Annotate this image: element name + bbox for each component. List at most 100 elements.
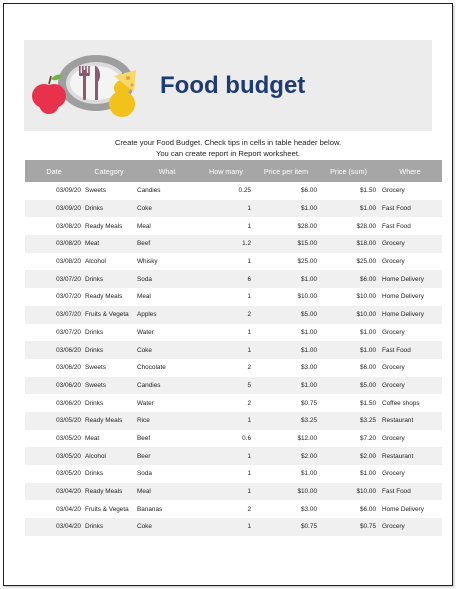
cell-where[interactable]: Grocery — [382, 434, 405, 442]
cell-category[interactable]: Alcohol — [83, 447, 135, 465]
cell-date[interactable]: 03/06/20 — [56, 364, 81, 372]
cell-price-per-item[interactable]: $2.00 — [253, 447, 319, 465]
cell-date[interactable]: 03/06/20 — [25, 376, 83, 395]
cell-where[interactable]: Grocery — [378, 518, 442, 536]
cell-price-sum[interactable]: $1.50 — [360, 187, 376, 195]
cell-price-per-item[interactable]: $3.00 — [301, 505, 317, 513]
cell-category[interactable]: Sweets — [85, 187, 106, 195]
cell-how-many[interactable]: 1 — [199, 411, 253, 430]
cell-price-sum[interactable]: $6.00 — [319, 270, 378, 289]
cell-price-per-item[interactable]: $1.00 — [253, 199, 319, 218]
cell-price-sum[interactable]: $1.50 — [360, 399, 376, 407]
cell-price-per-item[interactable]: $28.00 — [297, 222, 317, 230]
column-header-what[interactable]: What — [135, 160, 199, 182]
cell-what[interactable]: Meal — [137, 293, 151, 301]
cell-date[interactable]: 03/05/20 — [25, 447, 83, 465]
cell-how-many[interactable]: 1 — [247, 328, 251, 336]
cell-price-per-item[interactable]: $10.00 — [253, 482, 319, 501]
cell-what[interactable]: Chocolate — [137, 364, 166, 372]
column-header-price-sum[interactable]: Price (sum) — [319, 160, 378, 182]
cell-how-many[interactable]: 2 — [247, 399, 251, 407]
cell-category[interactable]: Drinks — [85, 470, 104, 478]
cell-price-sum[interactable]: $5.00 — [319, 376, 378, 395]
cell-category[interactable]: Ready Meals — [83, 411, 135, 430]
cell-where[interactable]: Fast Food — [378, 341, 442, 359]
cell-date[interactable]: 03/07/20 — [25, 270, 83, 289]
cell-date[interactable]: 03/05/20 — [25, 411, 83, 430]
cell-category[interactable]: Drinks — [85, 328, 104, 336]
cell-price-per-item[interactable]: $1.00 — [253, 270, 319, 289]
cell-how-many[interactable]: 0.6 — [242, 434, 251, 442]
cell-category[interactable]: Drinks — [83, 518, 135, 536]
cell-date[interactable]: 03/05/20 — [56, 470, 81, 478]
cell-price-sum[interactable]: $6.00 — [360, 505, 376, 513]
column-header-where[interactable]: Where — [378, 160, 442, 182]
cell-how-many[interactable]: 1 — [247, 293, 251, 301]
cell-date[interactable]: 03/07/20 — [56, 293, 81, 301]
cell-what[interactable]: Soda — [137, 470, 152, 478]
cell-how-many[interactable]: 2 — [247, 364, 251, 372]
cell-where[interactable]: Grocery — [382, 187, 405, 195]
cell-price-sum[interactable]: $18.00 — [319, 235, 378, 253]
cell-price-per-item[interactable]: $12.00 — [297, 434, 317, 442]
cell-where[interactable]: Grocery — [382, 258, 405, 266]
cell-what[interactable]: Meal — [135, 482, 199, 501]
cell-where[interactable]: Fast Food — [382, 222, 411, 230]
cell-where[interactable]: Home Delivery — [378, 270, 442, 289]
cell-category[interactable]: Sweets — [85, 364, 106, 372]
cell-price-sum[interactable]: $10.00 — [319, 482, 378, 501]
cell-category[interactable]: Drinks — [83, 199, 135, 218]
cell-price-sum[interactable]: $2.00 — [319, 447, 378, 465]
cell-date[interactable]: 03/08/20 — [56, 222, 81, 230]
cell-what[interactable]: Beef — [137, 434, 151, 442]
cell-category[interactable]: Alcohol — [85, 258, 106, 266]
column-header-date[interactable]: Date — [25, 160, 83, 182]
cell-what[interactable]: Coke — [135, 341, 199, 359]
cell-category[interactable]: Fruits & Vegeta — [85, 505, 129, 513]
cell-what[interactable]: Beer — [135, 447, 199, 465]
cell-category[interactable]: Ready Meals — [85, 293, 123, 301]
cell-what[interactable]: Coke — [135, 518, 199, 536]
cell-where[interactable]: Fast Food — [378, 199, 442, 218]
cell-date[interactable]: 03/04/20 — [25, 518, 83, 536]
cell-where[interactable]: Grocery — [378, 235, 442, 253]
cell-price-sum[interactable]: $3.25 — [319, 411, 378, 430]
cell-how-many[interactable]: 1 — [247, 222, 251, 230]
cell-date[interactable]: 03/08/20 — [25, 235, 83, 253]
cell-category[interactable]: Ready Meals — [85, 222, 123, 230]
cell-what[interactable]: Soda — [135, 270, 199, 289]
cell-date[interactable]: 03/06/20 — [56, 399, 81, 407]
cell-how-many[interactable]: 1 — [247, 470, 251, 478]
cell-what[interactable]: Beef — [135, 235, 199, 253]
cell-date[interactable]: 03/04/20 — [25, 482, 83, 501]
cell-price-sum[interactable]: $25.00 — [356, 258, 376, 266]
cell-how-many[interactable]: 1 — [199, 447, 253, 465]
cell-how-many[interactable]: 6 — [199, 270, 253, 289]
cell-where[interactable]: Restaurant — [378, 411, 442, 430]
cell-price-sum[interactable]: $1.00 — [360, 328, 376, 336]
cell-how-many[interactable]: 1.2 — [199, 235, 253, 253]
cell-category[interactable]: Fruits & Vegeta — [83, 305, 135, 324]
cell-how-many[interactable]: 0.25 — [238, 187, 251, 195]
cell-price-per-item[interactable]: $3.25 — [253, 411, 319, 430]
cell-date[interactable]: 03/04/20 — [56, 505, 81, 513]
cell-what[interactable]: Candies — [135, 376, 199, 395]
cell-where[interactable]: Home Delivery — [378, 305, 442, 324]
cell-price-per-item[interactable]: $0.75 — [253, 518, 319, 536]
column-header-price-per-item[interactable]: Price per item — [253, 160, 319, 182]
cell-price-per-item[interactable]: $1.00 — [253, 376, 319, 395]
cell-category[interactable]: Sweets — [83, 376, 135, 395]
cell-what[interactable]: Water — [137, 399, 154, 407]
cell-where[interactable]: Restaurant — [378, 447, 442, 465]
cell-what[interactable]: Bananas — [137, 505, 163, 513]
cell-price-per-item[interactable]: $0.75 — [301, 399, 317, 407]
cell-how-many[interactable]: 1 — [199, 518, 253, 536]
cell-price-sum[interactable]: $10.00 — [356, 293, 376, 301]
cell-price-sum[interactable]: $6.00 — [360, 364, 376, 372]
cell-what[interactable]: Whisky — [137, 258, 158, 266]
cell-price-sum[interactable]: $1.00 — [360, 470, 376, 478]
cell-what[interactable]: Candies — [137, 187, 161, 195]
cell-category[interactable]: Meat — [83, 235, 135, 253]
cell-price-per-item[interactable]: $3.00 — [301, 364, 317, 372]
cell-where[interactable]: Grocery — [382, 364, 405, 372]
